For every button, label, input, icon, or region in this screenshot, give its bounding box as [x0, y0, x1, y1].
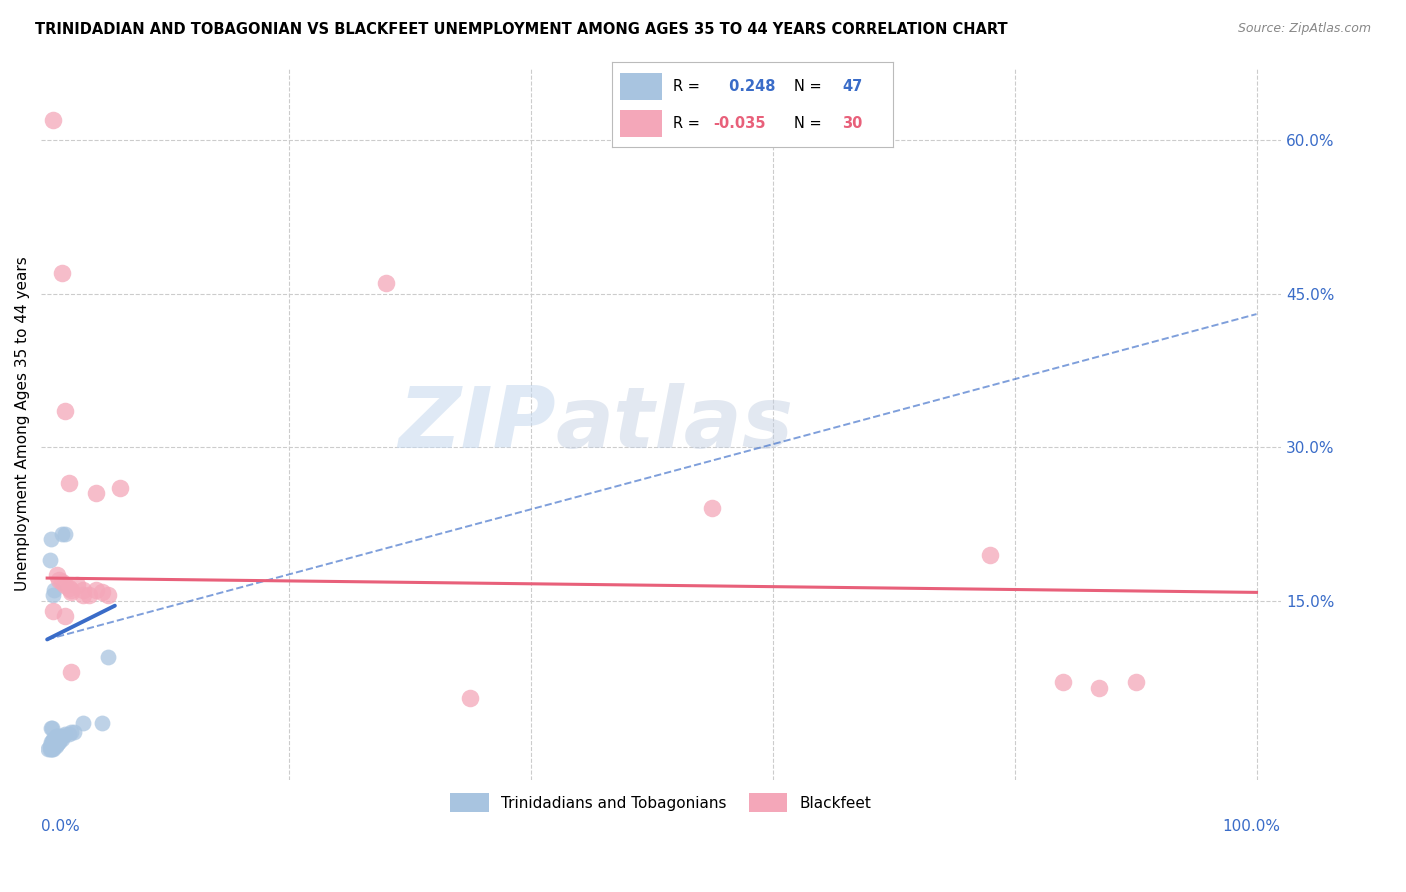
- Point: [60, 665, 83, 680]
- Point: [72, 583, 94, 598]
- Point: [49, 731, 72, 746]
- Point: [39, 532, 62, 546]
- Bar: [620, 72, 662, 100]
- Text: R =: R =: [673, 78, 700, 94]
- Point: [46, 731, 69, 746]
- Point: [37, 742, 59, 756]
- Point: [53, 608, 76, 623]
- Point: [53, 404, 76, 418]
- Point: [45, 729, 67, 743]
- Point: [45, 739, 67, 753]
- Point: [38, 742, 60, 756]
- Text: 0.248: 0.248: [724, 78, 776, 94]
- Point: [51, 729, 73, 743]
- Point: [39, 739, 62, 753]
- Point: [702, 501, 724, 516]
- Point: [52, 729, 75, 743]
- Point: [58, 475, 80, 490]
- Legend: Trinidadians and Tobagonians, Blackfeet: Trinidadians and Tobagonians, Blackfeet: [444, 788, 877, 818]
- Point: [53, 578, 76, 592]
- Text: 30: 30: [842, 116, 862, 131]
- Point: [46, 735, 69, 749]
- Point: [72, 589, 94, 603]
- Point: [79, 589, 101, 603]
- Point: [38, 552, 60, 566]
- Point: [48, 735, 70, 749]
- Point: [45, 731, 67, 746]
- Text: N =: N =: [794, 78, 823, 94]
- Point: [374, 277, 396, 291]
- Point: [58, 582, 80, 596]
- Point: [39, 742, 62, 756]
- Point: [42, 742, 65, 756]
- Point: [41, 739, 63, 753]
- Point: [45, 568, 67, 582]
- Text: 47: 47: [842, 78, 862, 94]
- Point: [460, 690, 482, 705]
- Point: [41, 742, 63, 756]
- Point: [1052, 675, 1074, 690]
- Point: [42, 112, 65, 127]
- Point: [90, 716, 112, 731]
- Point: [979, 548, 1001, 562]
- Text: atlas: atlas: [555, 383, 793, 466]
- Point: [97, 649, 120, 664]
- Point: [42, 589, 65, 603]
- Point: [38, 739, 60, 753]
- Point: [51, 266, 73, 280]
- Point: [1088, 681, 1111, 695]
- Point: [39, 722, 62, 736]
- Point: [1125, 675, 1147, 690]
- Y-axis label: Unemployment Among Ages 35 to 44 years: Unemployment Among Ages 35 to 44 years: [15, 257, 30, 591]
- Text: N =: N =: [794, 116, 823, 131]
- Point: [44, 731, 66, 746]
- Point: [44, 735, 66, 749]
- Point: [60, 724, 83, 739]
- Point: [90, 585, 112, 599]
- Point: [60, 585, 83, 599]
- Point: [48, 573, 70, 587]
- Text: Source: ZipAtlas.com: Source: ZipAtlas.com: [1237, 22, 1371, 36]
- Point: [42, 735, 65, 749]
- Point: [45, 737, 67, 751]
- Point: [41, 735, 63, 749]
- Point: [45, 729, 67, 743]
- Point: [97, 589, 120, 603]
- Text: TRINIDADIAN AND TOBAGONIAN VS BLACKFEET UNEMPLOYMENT AMONG AGES 35 TO 44 YEARS C: TRINIDADIAN AND TOBAGONIAN VS BLACKFEET …: [35, 22, 1008, 37]
- Point: [66, 578, 89, 592]
- Point: [42, 739, 65, 753]
- Text: R =: R =: [673, 116, 700, 131]
- Point: [44, 583, 66, 598]
- Point: [108, 481, 131, 495]
- Point: [45, 735, 67, 749]
- Point: [45, 731, 67, 746]
- Point: [53, 527, 76, 541]
- Point: [44, 739, 66, 753]
- Text: 100.0%: 100.0%: [1223, 819, 1281, 834]
- Point: [42, 731, 65, 746]
- Point: [41, 722, 63, 736]
- Point: [62, 724, 84, 739]
- Text: ZIP: ZIP: [398, 383, 555, 466]
- Text: -0.035: -0.035: [713, 116, 765, 131]
- Bar: [620, 110, 662, 137]
- Point: [84, 583, 107, 598]
- Point: [48, 729, 70, 743]
- Point: [51, 527, 73, 541]
- Point: [60, 583, 83, 598]
- Text: 0.0%: 0.0%: [41, 819, 80, 834]
- Point: [84, 486, 107, 500]
- Point: [53, 726, 76, 740]
- Point: [39, 735, 62, 749]
- Point: [51, 731, 73, 746]
- Point: [42, 604, 65, 618]
- Point: [51, 575, 73, 590]
- Point: [72, 716, 94, 731]
- Point: [48, 731, 70, 746]
- Point: [58, 726, 80, 740]
